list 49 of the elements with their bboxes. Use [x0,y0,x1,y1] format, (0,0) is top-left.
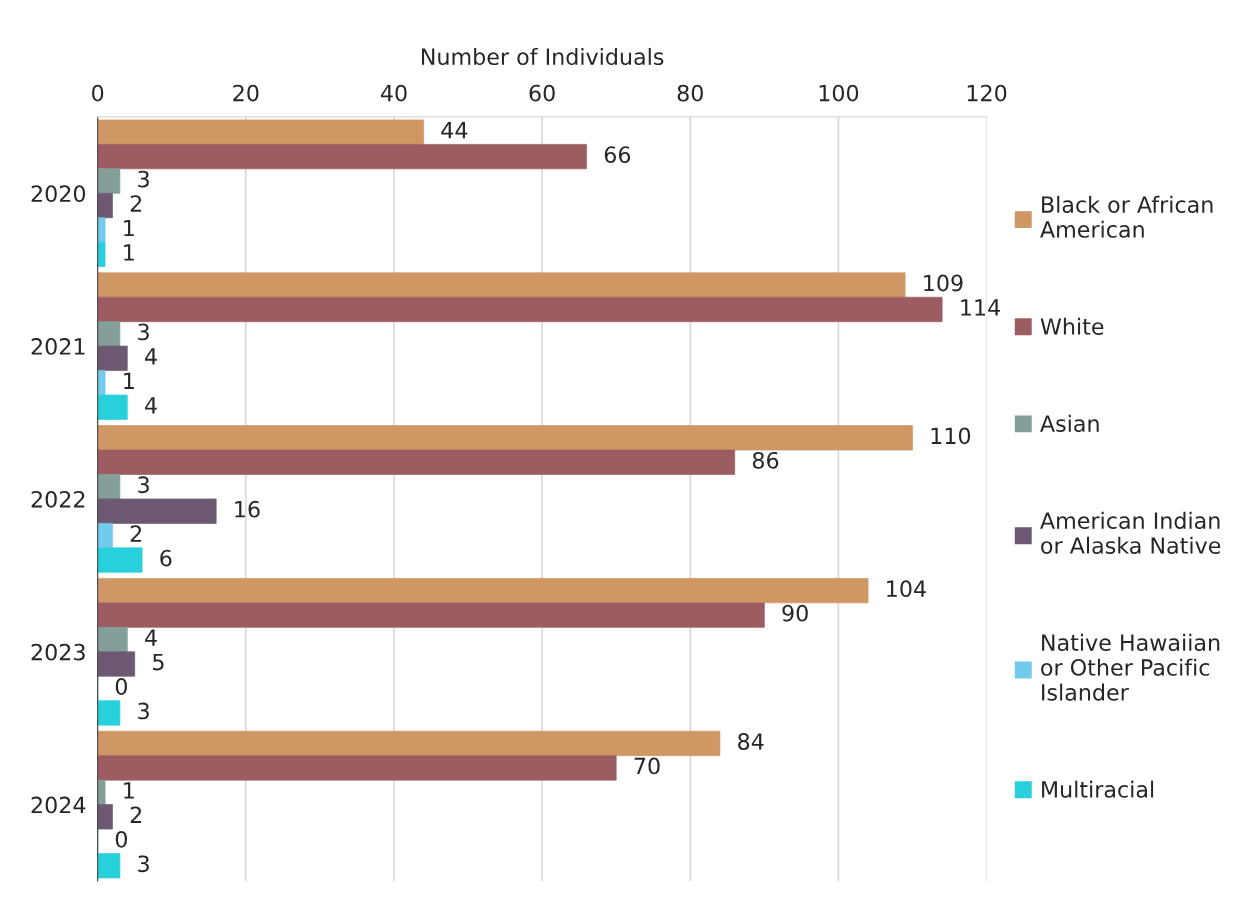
data-label: 5 [153,653,164,671]
data-label: 6 [160,549,172,567]
data-label: 104 [887,580,926,598]
y-tick-label: 2023 [31,643,85,661]
x-tick-label: 40 [380,84,407,102]
data-label: 86 [752,451,779,469]
x-tick-label: 60 [529,84,555,102]
x-tick-label: 80 [677,84,703,102]
data-label: 70 [634,757,660,775]
y-tick-label: 2024 [31,796,86,814]
data-label: 2 [130,525,142,542]
data-label: 16 [235,500,260,518]
data-label: 84 [738,733,764,750]
data-label: 0 [115,678,127,695]
data-label: 0 [115,830,127,848]
legend-label: Multiracial [1042,780,1154,798]
y-tick-label: 2022 [31,490,85,508]
x-tick-label: 120 [967,84,1007,102]
data-label: 110 [931,427,971,445]
y-tick-label: 2020 [31,185,86,203]
data-label: 4 [145,629,157,646]
legend-label: Asian [1040,414,1099,432]
data-label: 3 [138,702,149,720]
data-label: 2 [130,195,142,212]
legend-label: Black or African American [1040,195,1213,238]
legend-label: Native Hawaiian or Other Pacific Islander [1041,633,1220,701]
x-tick-label: 100 [819,84,859,102]
data-label: 4 [145,348,157,365]
x-tick-label: 0 [92,84,104,102]
data-label: 1 [124,244,134,261]
legend-label: American Indian or Alaska Native [1040,511,1221,554]
data-label: 1 [124,372,134,389]
data-label: 3 [138,170,149,188]
x-axis-title: Number of Individuals [421,47,664,66]
data-label: 1 [124,219,134,237]
data-label: 66 [604,146,631,164]
data-label: 2 [130,806,142,823]
data-label: 3 [138,476,149,494]
data-label: 1 [124,782,134,799]
x-tick-label: 20 [233,84,259,102]
data-label: 114 [961,299,1000,316]
data-label: 44 [441,122,468,139]
data-label: 3 [138,855,149,873]
y-tick-label: 2021 [31,338,85,355]
data-label: 90 [782,604,808,622]
data-label: 3 [138,323,149,341]
data-label: 4 [145,397,157,414]
legend-label: White [1040,317,1104,335]
data-label: 109 [924,274,963,292]
